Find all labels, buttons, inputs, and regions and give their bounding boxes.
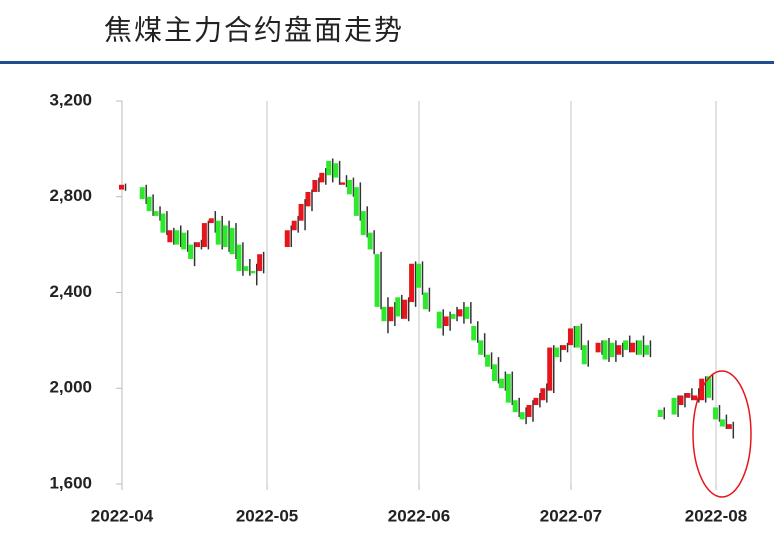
candle-body [505, 373, 511, 403]
candle-body [554, 347, 560, 358]
candle-body [478, 340, 484, 355]
candle-body [402, 299, 408, 319]
candle-body [540, 388, 546, 401]
candle-body [208, 218, 214, 224]
candle-body [719, 419, 725, 427]
y-tick-label: 3,200 [49, 90, 92, 109]
candle-body [637, 340, 643, 355]
candle-body [678, 395, 684, 406]
candle-body [194, 242, 200, 248]
candle-body [512, 400, 518, 413]
candle-body [533, 397, 539, 406]
candle-body [713, 407, 718, 420]
candle-body [692, 395, 698, 401]
candle-body [319, 172, 325, 183]
candle-body [450, 314, 456, 319]
candle-body [685, 393, 691, 398]
candle-body [643, 345, 649, 355]
candle-body [250, 270, 256, 274]
candle-body [409, 263, 415, 303]
candle-body [146, 196, 152, 212]
candle-body [567, 328, 573, 346]
candle-body [153, 211, 159, 216]
candle-body [561, 345, 567, 350]
candle-body [416, 263, 421, 288]
y-tick-label: 1,600 [49, 473, 92, 492]
candle-body [574, 326, 580, 348]
highlight-ellipse [692, 370, 752, 498]
candle-body [236, 244, 242, 271]
x-tick-label: 2022-07 [540, 506, 602, 525]
candle-body [388, 306, 394, 322]
candle-body [201, 223, 207, 248]
candle-body [457, 309, 463, 317]
chart-title: 焦煤主力合约盘面走势 [104, 14, 404, 45]
candle-body [630, 342, 636, 353]
candle-body [657, 409, 663, 417]
candle-body [222, 225, 228, 248]
candle-body [284, 230, 290, 248]
candle-body [471, 326, 477, 341]
candle-body [167, 230, 173, 243]
candle-body [623, 340, 629, 350]
candle-body [243, 266, 249, 271]
candle-body [215, 220, 221, 245]
candle-body [353, 187, 359, 216]
candle-body [298, 203, 304, 221]
candle-body [422, 292, 428, 310]
candle-body [160, 213, 166, 233]
x-tick-label: 2022-08 [685, 506, 747, 525]
x-tick-label: 2022-06 [388, 506, 450, 525]
candle-body [305, 191, 311, 207]
candle-body [436, 311, 442, 329]
candle-body [340, 182, 346, 185]
candle-body [188, 244, 194, 259]
candle-body [485, 354, 491, 367]
candle-body [291, 220, 297, 231]
candle-body [229, 227, 235, 255]
candle-body [609, 342, 615, 358]
x-tick-label: 2022-05 [236, 506, 298, 525]
candle-body [367, 232, 373, 250]
candle-body [491, 364, 497, 382]
y-tick-label: 2,400 [49, 282, 92, 301]
candle-body [547, 347, 553, 391]
y-tick-label: 2,800 [49, 186, 92, 205]
candle-body [119, 184, 124, 190]
candle-body [616, 345, 622, 355]
y-tick-label: 2,000 [49, 378, 92, 397]
candle-body [464, 306, 470, 319]
candle-body [526, 405, 532, 417]
candle-body [139, 187, 145, 200]
candle-body [602, 340, 608, 360]
candle-body [581, 345, 587, 365]
candle-body [706, 376, 712, 398]
candle-body [181, 232, 187, 250]
x-tick-label: 2022-04 [91, 506, 154, 525]
candle-body [671, 397, 677, 415]
candle-body [595, 342, 601, 353]
candle-body [333, 163, 339, 178]
candle-body [726, 424, 732, 429]
candle-body [381, 306, 387, 322]
candle-body [360, 211, 366, 236]
candle-body [174, 230, 180, 245]
candle-body [257, 254, 263, 271]
candle-body [395, 297, 401, 317]
candle-body [346, 179, 352, 195]
candle-body [519, 412, 525, 420]
candle-body [443, 316, 449, 327]
candle-body [498, 378, 504, 389]
candle-body [326, 160, 332, 176]
candle-body [374, 254, 380, 307]
title-rule [0, 61, 774, 64]
candle-body [312, 179, 318, 192]
